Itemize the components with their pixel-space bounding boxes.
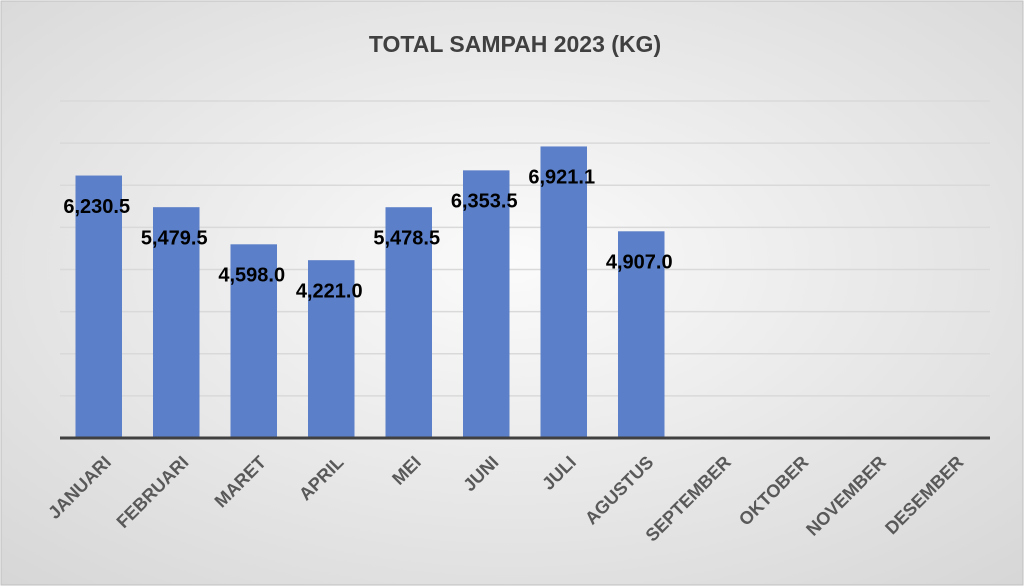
bar	[463, 170, 510, 438]
value-label: 5,478.5	[373, 227, 440, 249]
bar	[75, 175, 122, 438]
bar	[308, 260, 355, 438]
value-label: 4,598.0	[218, 265, 285, 287]
value-label: 5,479.5	[141, 227, 208, 249]
bar	[153, 207, 200, 438]
bar	[385, 207, 432, 438]
value-label: 6,230.5	[63, 196, 130, 218]
chart-title: TOTAL SAMPAH 2023 (KG)	[369, 31, 661, 57]
value-label: 4,221.0	[296, 280, 363, 302]
bar	[540, 146, 587, 438]
value-label: 6,353.5	[451, 191, 518, 213]
value-label: 4,907.0	[606, 252, 673, 274]
bar	[618, 231, 665, 438]
bar	[230, 244, 277, 438]
value-label: 6,921.1	[528, 167, 595, 189]
